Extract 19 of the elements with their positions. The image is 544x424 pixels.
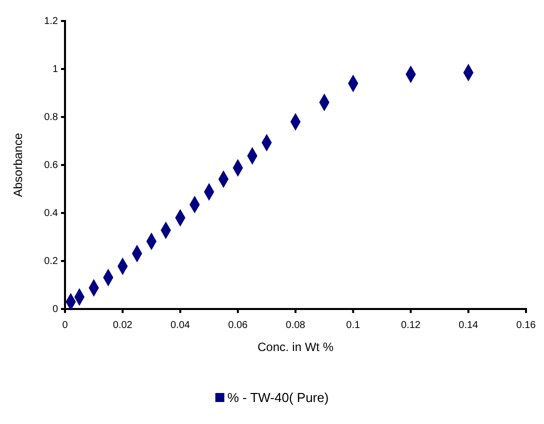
y-tick-label: 0.4 — [44, 208, 58, 220]
y-tick-label: 1 — [52, 64, 58, 76]
y-tick-label: 0.6 — [44, 160, 58, 172]
y-tick-label: 0.2 — [44, 256, 58, 268]
x-tick-label: 0 — [62, 320, 68, 331]
x-tick-label: 0.04 — [170, 320, 190, 331]
x-tick-label: 0.14 — [458, 320, 479, 331]
x-tick-label: 0.08 — [286, 320, 306, 331]
y-tick-label: 0 — [52, 304, 58, 316]
legend-label: % - TW-40( Pure) — [227, 390, 329, 405]
x-tick-label: 0.12 — [401, 320, 421, 331]
x-tick-label: 0.16 — [516, 320, 536, 331]
x-axis-title: Conc. in Wt % — [257, 340, 334, 354]
y-axis-title: Absorbance — [11, 132, 25, 198]
x-tick-label: 0.1 — [346, 320, 361, 331]
x-tick-label: 0.02 — [112, 320, 133, 331]
x-tick-label: 0.06 — [228, 320, 248, 331]
y-tick-label: 1.2 — [44, 16, 58, 28]
y-tick-label: 0.8 — [44, 112, 58, 124]
